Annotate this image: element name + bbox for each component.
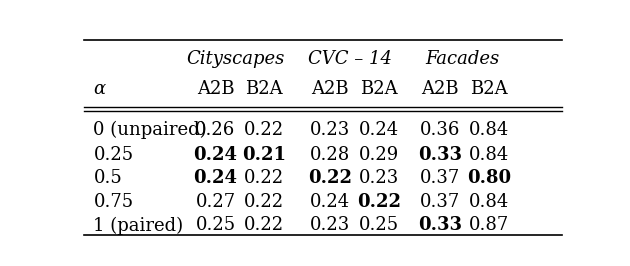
Text: 0.29: 0.29 [359,146,399,164]
Text: 0.26: 0.26 [195,121,236,139]
Text: Cityscapes: Cityscapes [186,49,284,68]
Text: A2B: A2B [311,80,349,98]
Text: 0.25: 0.25 [195,217,236,234]
Text: 0.36: 0.36 [420,121,461,139]
Text: 0.84: 0.84 [469,146,509,164]
Text: 0.22: 0.22 [244,217,284,234]
Text: Facades: Facades [425,49,499,68]
Text: 0.23: 0.23 [359,169,399,187]
Text: 0.22: 0.22 [244,121,284,139]
Text: 0.24: 0.24 [310,193,350,211]
Text: 0.24: 0.24 [193,146,238,164]
Text: 0.33: 0.33 [418,217,462,234]
Text: A2B: A2B [197,80,234,98]
Text: B2A: B2A [470,80,508,98]
Text: CVC – 14: CVC – 14 [307,49,392,68]
Text: 0.25: 0.25 [359,217,399,234]
Text: 0.24: 0.24 [193,169,238,187]
Text: 0.23: 0.23 [310,121,350,139]
Text: 0.22: 0.22 [244,169,284,187]
Text: 0.22: 0.22 [308,169,352,187]
Text: 0.33: 0.33 [418,146,462,164]
Text: B2A: B2A [246,80,283,98]
Text: 0.24: 0.24 [359,121,399,139]
Text: 0.87: 0.87 [469,217,509,234]
Text: 0.84: 0.84 [469,193,509,211]
Text: 0.22: 0.22 [244,193,284,211]
Text: 1 (paired): 1 (paired) [93,216,183,235]
Text: A2B: A2B [421,80,459,98]
Text: 0.5: 0.5 [93,169,122,187]
Text: 0.37: 0.37 [420,169,460,187]
Text: 0.23: 0.23 [310,217,350,234]
Text: 0.28: 0.28 [310,146,350,164]
Text: 0.37: 0.37 [420,193,460,211]
Text: 0.84: 0.84 [469,121,509,139]
Text: 0.27: 0.27 [195,193,236,211]
Text: 0.80: 0.80 [467,169,511,187]
Text: B2A: B2A [360,80,398,98]
Text: 0 (unpaired): 0 (unpaired) [93,121,207,139]
Text: α: α [93,80,105,98]
Text: 0.25: 0.25 [93,146,134,164]
Text: 0.22: 0.22 [357,193,401,211]
Text: 0.21: 0.21 [243,146,286,164]
Text: 0.75: 0.75 [93,193,134,211]
